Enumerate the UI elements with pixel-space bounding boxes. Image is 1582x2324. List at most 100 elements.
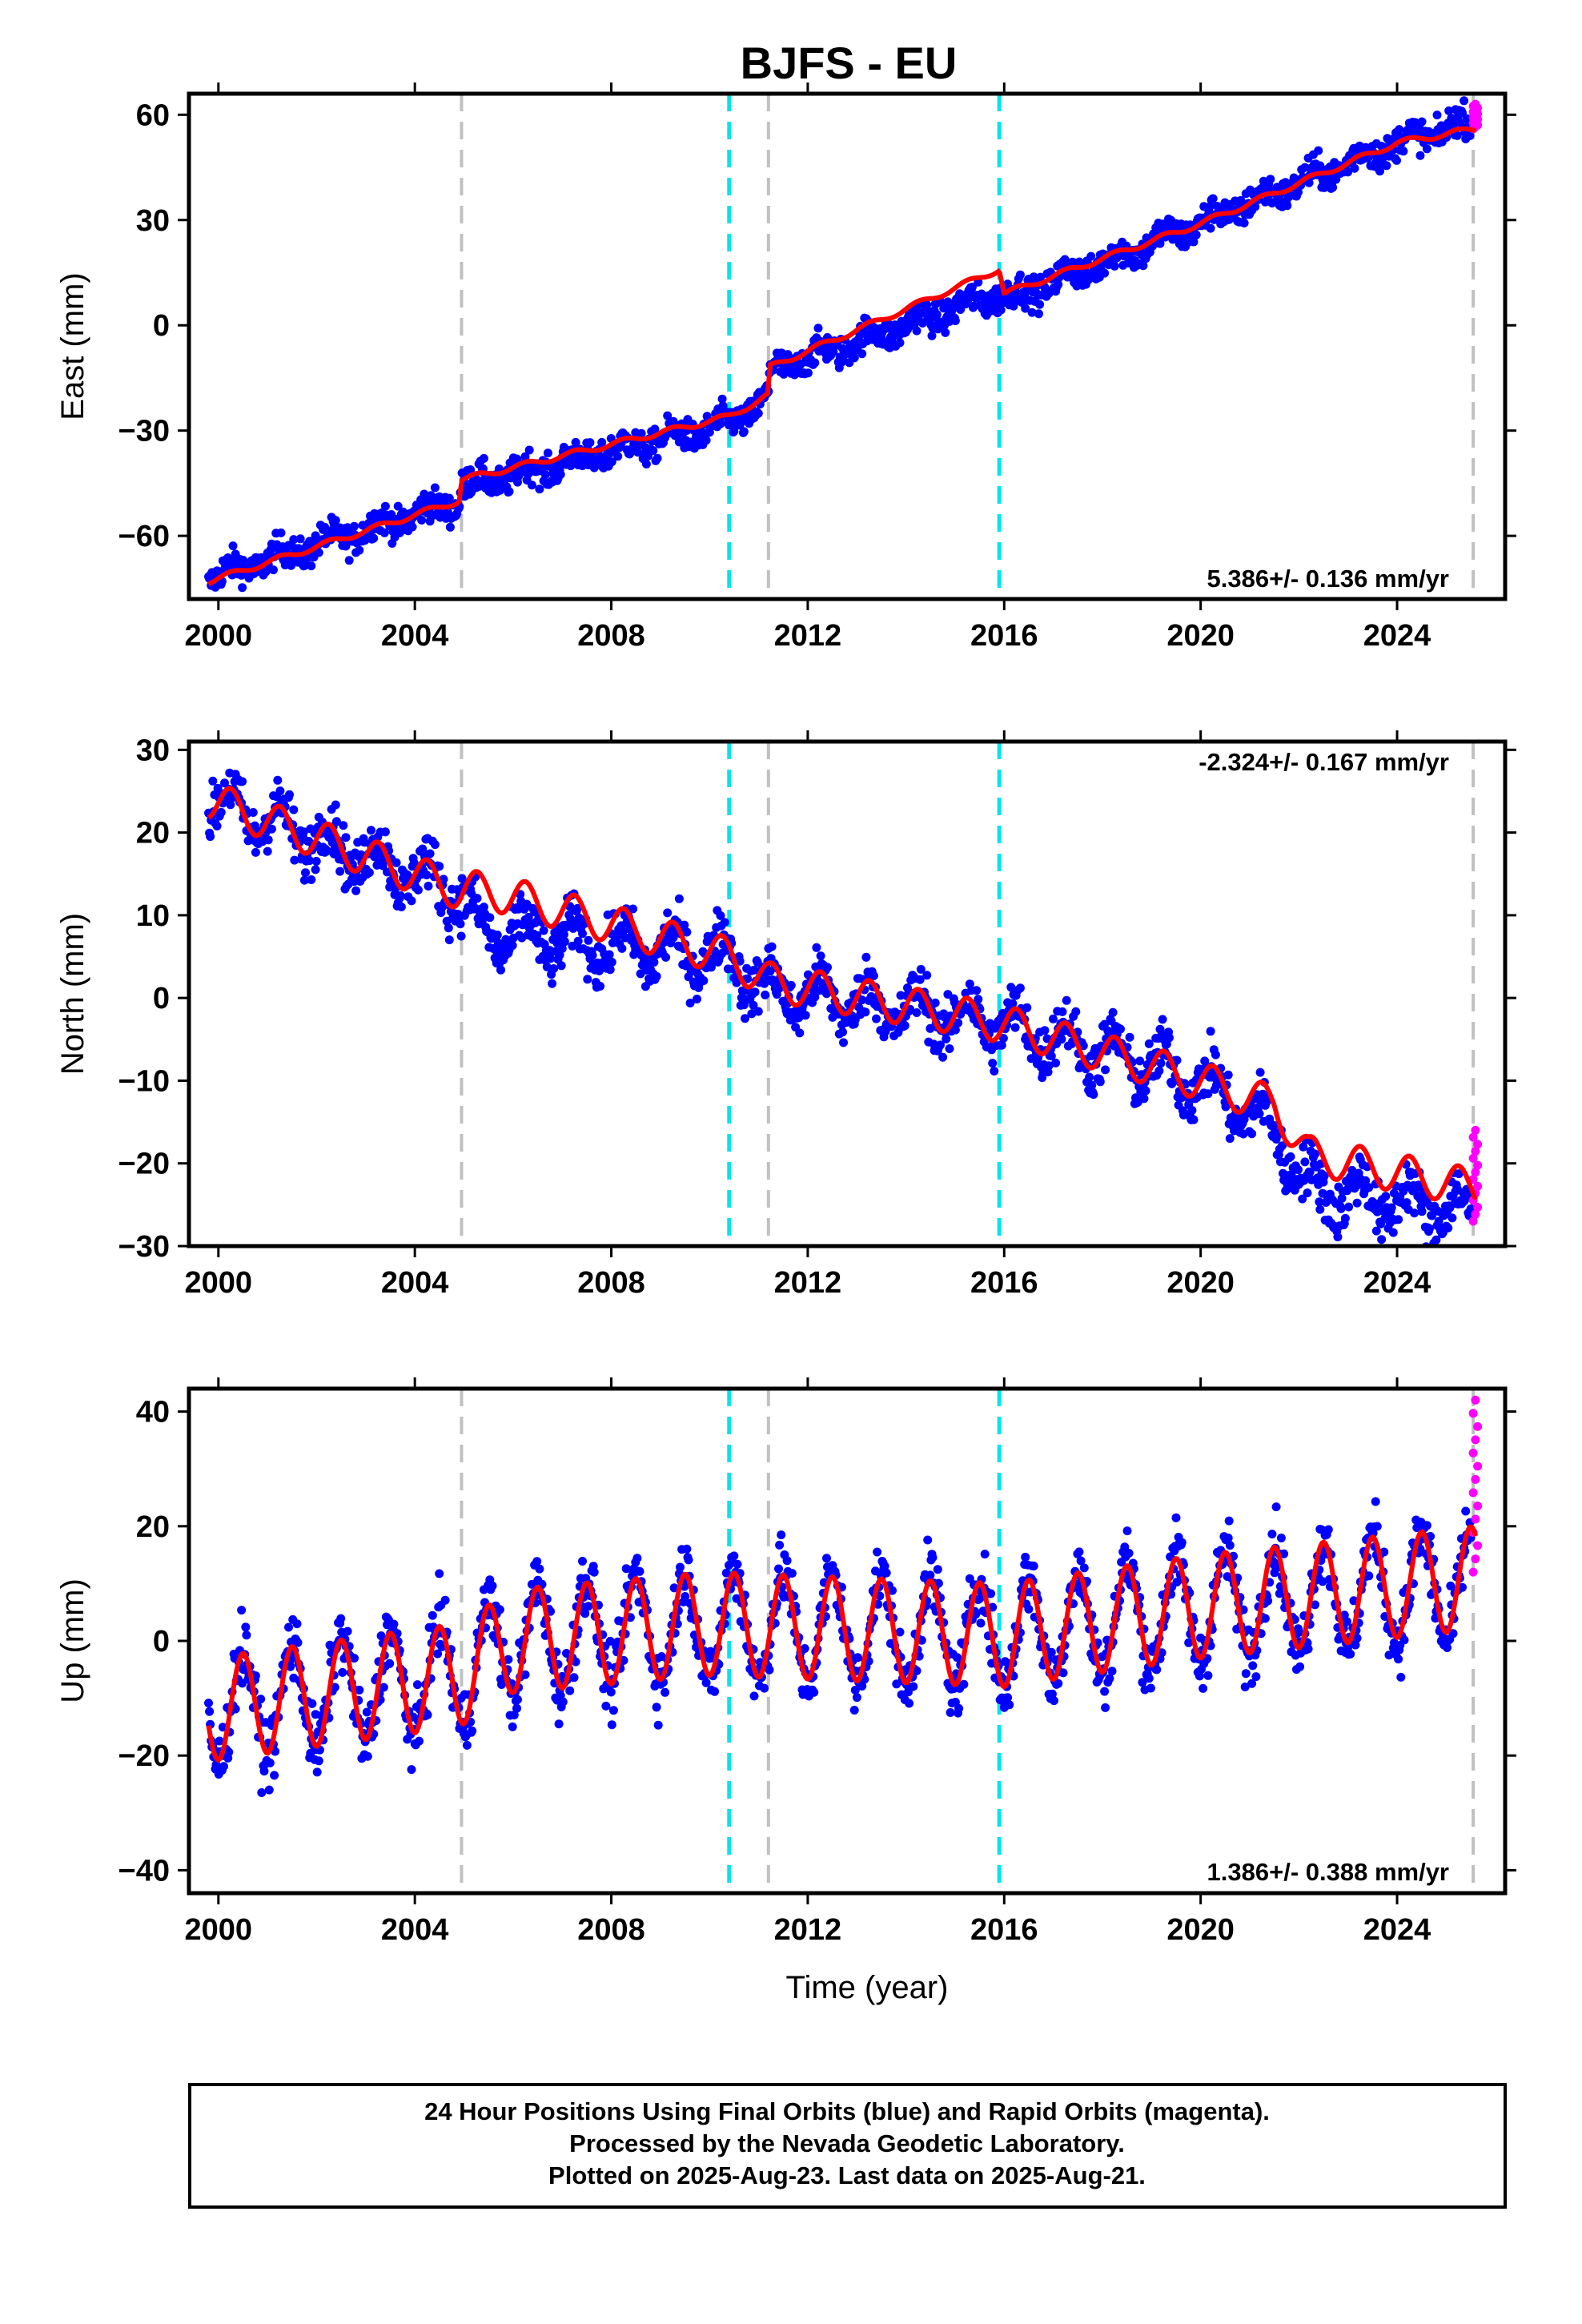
final-orbit-point xyxy=(1351,1640,1360,1650)
final-orbit-point xyxy=(1415,151,1425,160)
rapid-orbit-point xyxy=(1473,1421,1483,1431)
final-orbit-point xyxy=(743,974,753,983)
final-orbit-point xyxy=(857,349,867,359)
final-orbit-point xyxy=(923,1535,933,1545)
final-orbit-point xyxy=(717,394,727,404)
final-orbit-point xyxy=(565,1686,575,1695)
final-orbit-point xyxy=(409,858,419,867)
final-orbit-point xyxy=(1189,237,1199,247)
final-orbit-point xyxy=(532,931,542,940)
final-orbit-point xyxy=(787,1569,797,1578)
final-orbit-point xyxy=(1279,1549,1289,1558)
final-orbit-point xyxy=(621,1564,631,1574)
x-tick-label: 2008 xyxy=(577,619,645,653)
rapid-orbit-point xyxy=(1471,1395,1480,1405)
final-orbit-point xyxy=(684,1555,693,1565)
final-orbit-point xyxy=(1255,1068,1265,1077)
final-orbit-point xyxy=(1122,1526,1132,1536)
x-tick-label: 2000 xyxy=(185,1913,253,1947)
final-orbit-point xyxy=(539,926,548,935)
final-orbit-point xyxy=(1146,1683,1155,1693)
final-orbit-point xyxy=(323,846,332,855)
final-orbit-point xyxy=(720,918,729,927)
final-orbit-point xyxy=(1269,1120,1279,1130)
final-orbit-point xyxy=(433,1649,443,1659)
final-orbit-point xyxy=(571,437,580,447)
final-orbit-point xyxy=(986,1589,996,1598)
final-orbit-point xyxy=(335,866,345,876)
y-tick-label: 0 xyxy=(153,1625,170,1659)
final-orbit-point xyxy=(462,1740,472,1750)
final-orbit-point xyxy=(439,875,448,884)
final-orbit-point xyxy=(710,1687,720,1696)
final-orbit-point xyxy=(273,775,283,785)
final-orbit-point xyxy=(1448,1629,1458,1638)
final-orbit-point xyxy=(1337,1193,1347,1203)
final-orbit-point xyxy=(1060,255,1070,264)
final-orbit-point xyxy=(307,1699,317,1708)
final-orbit-point xyxy=(485,913,495,923)
final-orbit-point xyxy=(954,1018,963,1027)
final-orbit-point xyxy=(1443,1643,1452,1652)
final-orbit-point xyxy=(721,1568,731,1578)
x-tick-label: 2012 xyxy=(774,1913,842,1947)
final-orbit-point xyxy=(1171,1513,1181,1522)
y-tick-label: 30 xyxy=(136,204,170,238)
final-orbit-point xyxy=(338,1667,347,1677)
final-orbit-point xyxy=(750,987,760,997)
final-orbit-point xyxy=(257,1788,267,1797)
final-orbit-point xyxy=(336,1614,346,1623)
rapid-orbit-point xyxy=(1471,1125,1480,1135)
final-orbit-point xyxy=(495,1605,504,1614)
final-orbit-point xyxy=(741,1014,749,1023)
final-orbit-point xyxy=(1062,995,1071,1005)
final-orbit-point xyxy=(289,535,299,545)
final-orbit-point xyxy=(307,875,316,884)
final-orbit-point xyxy=(953,1653,962,1663)
rapid-orbit-point xyxy=(1471,1168,1480,1177)
final-orbit-point xyxy=(604,950,614,959)
final-orbit-point xyxy=(1138,261,1148,271)
final-orbit-point xyxy=(912,326,921,336)
final-orbit-point xyxy=(546,954,555,963)
final-orbit-point xyxy=(393,501,403,511)
final-orbit-point xyxy=(364,868,374,878)
final-orbit-point xyxy=(950,316,960,325)
final-orbit-point xyxy=(693,995,701,1003)
final-orbit-point xyxy=(425,849,435,858)
final-orbit-point xyxy=(479,453,488,463)
final-orbit-point xyxy=(549,964,559,973)
rapid-orbit-point xyxy=(1473,1502,1483,1510)
final-orbit-point xyxy=(588,951,597,960)
final-orbit-point xyxy=(331,817,341,826)
y-tick-label: 10 xyxy=(136,899,170,933)
final-orbit-point xyxy=(264,1785,274,1795)
final-orbit-point xyxy=(1379,1547,1389,1557)
rapid-orbit-point xyxy=(1468,1409,1478,1418)
final-orbit-point xyxy=(1205,202,1215,211)
final-orbit-point xyxy=(1054,1679,1063,1688)
final-orbit-point xyxy=(607,457,616,467)
final-orbit-point xyxy=(1086,251,1096,261)
final-orbit-point xyxy=(1015,270,1025,279)
final-orbit-point xyxy=(444,923,453,933)
final-orbit-point xyxy=(680,920,689,930)
final-orbit-point xyxy=(251,847,260,857)
final-orbit-point xyxy=(569,1673,579,1683)
final-orbit-point xyxy=(1372,1522,1382,1531)
x-tick-label: 2004 xyxy=(381,1913,449,1947)
final-orbit-point xyxy=(295,534,305,544)
final-orbit-point xyxy=(1116,1024,1125,1034)
rapid-orbit-point xyxy=(1468,1448,1478,1458)
final-orbit-point xyxy=(652,453,662,463)
final-orbit-point xyxy=(385,1659,395,1668)
final-orbit-point xyxy=(242,1630,251,1640)
rapid-orbit-point xyxy=(1468,1132,1478,1142)
final-orbit-point xyxy=(558,1697,568,1707)
x-tick-label: 2004 xyxy=(381,619,449,653)
final-orbit-point xyxy=(1026,1054,1036,1063)
final-orbit-point xyxy=(444,935,454,945)
rapid-orbit-point xyxy=(1468,1567,1478,1577)
final-orbit-point xyxy=(1021,304,1030,313)
